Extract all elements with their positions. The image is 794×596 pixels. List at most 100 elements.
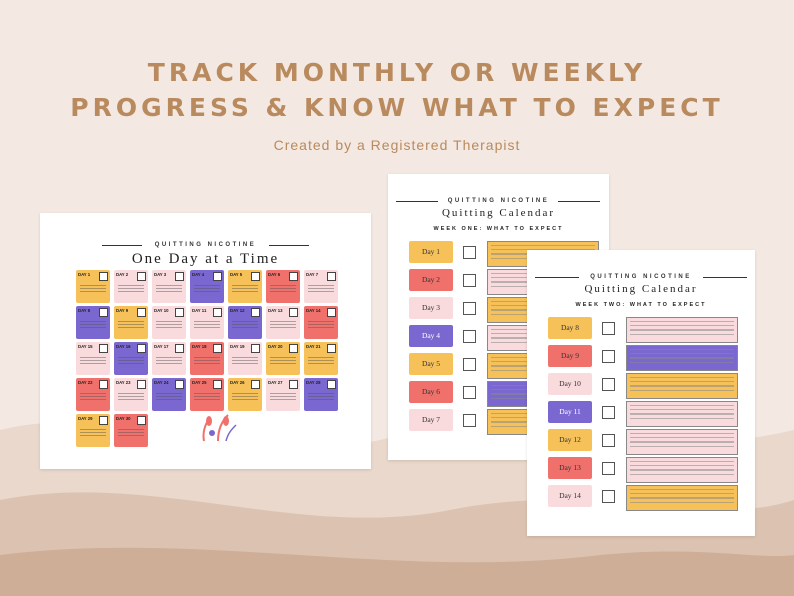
month-day-checkbox[interactable]	[175, 272, 184, 281]
month-day-checkbox[interactable]	[251, 272, 260, 281]
month-day-label: DAY 27	[268, 380, 283, 385]
month-day-cell: DAY 5	[228, 270, 262, 303]
week-day-box: Day 5	[409, 353, 453, 375]
month-day-checkbox[interactable]	[137, 272, 146, 281]
month-day-checkbox[interactable]	[327, 380, 336, 389]
month-day-label: DAY 12	[230, 308, 245, 313]
plant-illustration-icon	[202, 414, 237, 442]
month-day-checkbox[interactable]	[175, 344, 184, 353]
week1-heading: WEEK ONE: WHAT TO EXPECT	[433, 226, 564, 232]
week-day-checkbox[interactable]	[463, 358, 476, 371]
month-day-cell: DAY 8	[76, 306, 110, 339]
week-day-checkbox[interactable]	[602, 406, 615, 419]
month-day-label: DAY 11	[192, 308, 207, 313]
week-day-box: Day 6	[409, 381, 453, 403]
month-day-label: DAY 29	[78, 416, 93, 421]
month-day-checkbox[interactable]	[213, 308, 222, 317]
month-day-checkbox[interactable]	[137, 416, 146, 425]
month-day-cell: DAY 19	[228, 342, 262, 375]
month-day-text-lines	[230, 355, 260, 366]
month-day-text-lines	[116, 355, 146, 366]
week-day-checkbox[interactable]	[463, 414, 476, 427]
month-day-cell: DAY 28	[304, 378, 338, 411]
month-day-text-lines	[192, 283, 222, 294]
week-day-checkbox[interactable]	[602, 462, 615, 475]
month-day-cell: DAY 1	[76, 270, 110, 303]
month-day-label: DAY 4	[192, 272, 205, 277]
week-day-box: Day 7	[409, 409, 453, 431]
month-day-cell: DAY 4	[190, 270, 224, 303]
month-day-checkbox[interactable]	[137, 308, 146, 317]
month-day-cell: DAY 3	[152, 270, 186, 303]
month-day-checkbox[interactable]	[251, 344, 260, 353]
week-day-box: Day 1	[409, 241, 453, 263]
month-day-cell: DAY 23	[114, 378, 148, 411]
week-day-checkbox[interactable]	[602, 378, 615, 391]
month-day-checkbox[interactable]	[99, 344, 108, 353]
headline-line-1: TRACK MONTHLY OR WEEKLY	[147, 58, 647, 87]
month-day-checkbox[interactable]	[289, 308, 298, 317]
month-day-text-lines	[192, 355, 222, 366]
week-day-checkbox[interactable]	[602, 434, 615, 447]
month-day-text-lines	[78, 391, 108, 402]
month-day-text-lines	[116, 283, 146, 294]
month-day-checkbox[interactable]	[99, 308, 108, 317]
week-day-checkbox[interactable]	[463, 302, 476, 315]
week-day-checkbox[interactable]	[463, 330, 476, 343]
month-day-checkbox[interactable]	[99, 416, 108, 425]
month-day-text-lines	[230, 391, 260, 402]
month-day-checkbox[interactable]	[137, 344, 146, 353]
month-day-cell: DAY 11	[190, 306, 224, 339]
month-day-label: DAY 18	[192, 344, 207, 349]
week-day-note	[626, 317, 738, 343]
month-day-checkbox[interactable]	[99, 272, 108, 281]
week-day-box: Day 10	[548, 373, 592, 395]
month-day-cell: DAY 21	[304, 342, 338, 375]
month-day-checkbox[interactable]	[213, 380, 222, 389]
week-day-checkbox[interactable]	[463, 274, 476, 287]
month-day-checkbox[interactable]	[99, 380, 108, 389]
month-day-label: DAY 9	[116, 308, 129, 313]
week-day-checkbox[interactable]	[463, 246, 476, 259]
monthly-brand: QUITTING NICOTINE	[154, 242, 257, 248]
month-day-checkbox[interactable]	[137, 380, 146, 389]
month-day-checkbox[interactable]	[289, 344, 298, 353]
month-day-cell: DAY 15	[76, 342, 110, 375]
month-day-checkbox[interactable]	[289, 380, 298, 389]
week-day-box: Day 3	[409, 297, 453, 319]
month-day-checkbox[interactable]	[327, 344, 336, 353]
month-day-checkbox[interactable]	[327, 272, 336, 281]
month-day-cell: DAY 22	[76, 378, 110, 411]
month-day-text-lines	[78, 355, 108, 366]
month-day-text-lines	[306, 391, 336, 402]
week2-heading: WEEK TWO: WHAT TO EXPECT	[575, 302, 707, 308]
month-day-text-lines	[306, 283, 336, 294]
month-day-text-lines	[154, 355, 184, 366]
week-day-checkbox[interactable]	[602, 350, 615, 363]
month-day-checkbox[interactable]	[175, 308, 184, 317]
month-day-label: DAY 24	[154, 380, 169, 385]
month-day-checkbox[interactable]	[175, 380, 184, 389]
week-day-note	[626, 429, 738, 455]
month-day-checkbox[interactable]	[213, 344, 222, 353]
month-day-cell: DAY 30	[114, 414, 148, 447]
week-day-checkbox[interactable]	[463, 386, 476, 399]
month-day-label: DAY 10	[154, 308, 169, 313]
week-day-box: Day 4	[409, 325, 453, 347]
week-day-checkbox[interactable]	[602, 490, 615, 503]
week-day-note	[626, 345, 738, 371]
month-day-label: DAY 25	[192, 380, 207, 385]
month-day-checkbox[interactable]	[251, 308, 260, 317]
month-day-checkbox[interactable]	[251, 380, 260, 389]
week-day-note	[626, 373, 738, 399]
month-day-text-lines	[268, 283, 298, 294]
month-day-checkbox[interactable]	[213, 272, 222, 281]
month-day-label: DAY 6	[268, 272, 281, 277]
month-day-text-lines	[116, 391, 146, 402]
week-day-note	[626, 457, 738, 483]
month-day-cell: DAY 29	[76, 414, 110, 447]
month-day-checkbox[interactable]	[289, 272, 298, 281]
week-day-checkbox[interactable]	[602, 322, 615, 335]
month-day-text-lines	[230, 319, 260, 330]
month-day-checkbox[interactable]	[327, 308, 336, 317]
